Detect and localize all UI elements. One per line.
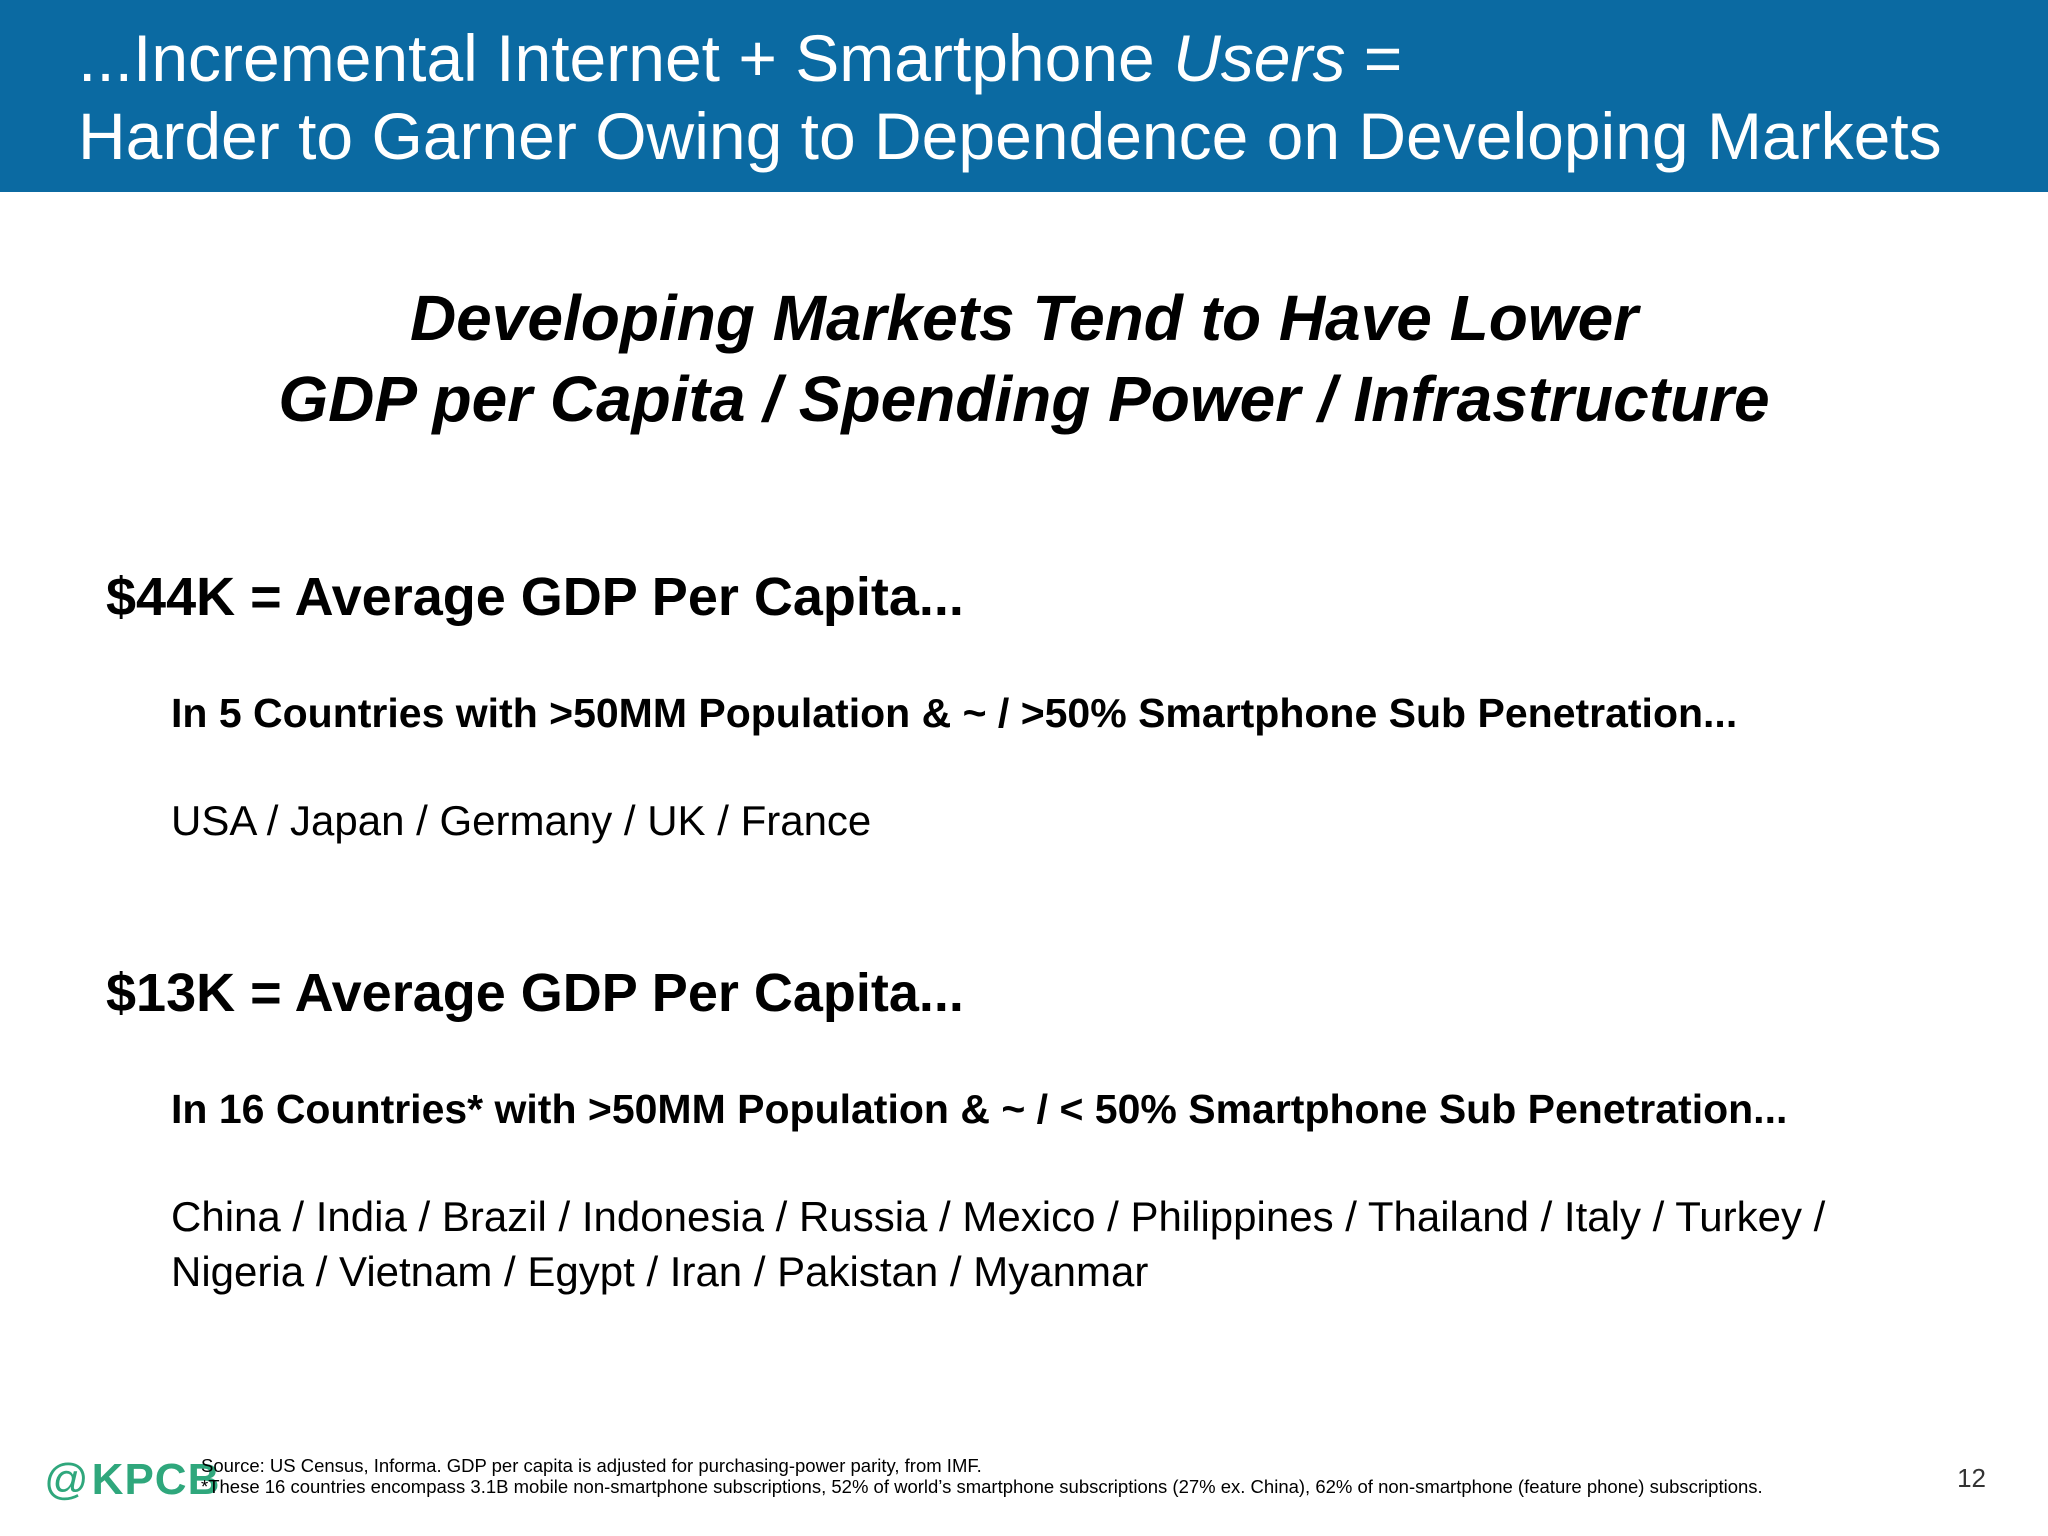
logo-text: KPCB — [91, 1455, 221, 1504]
section-2-country-list-line-1: China / India / Brazil / Indonesia / Rus… — [171, 1193, 1826, 1240]
slide-title-line-1: ...Incremental Internet + Smartphone Use… — [78, 20, 1402, 96]
slide-title-prefix: ...Incremental Internet + Smartphone — [78, 21, 1174, 95]
subtitle-line-2: GDP per Capita / Spending Power / Infras… — [278, 363, 1770, 435]
section-2-heading: $13K = Average GDP Per Capita... — [106, 963, 964, 1023]
page-number: 12 — [1957, 1463, 1986, 1493]
slide-title-suffix: = — [1345, 21, 1403, 95]
title-banner: ...Incremental Internet + Smartphone Use… — [0, 0, 2048, 192]
subtitle-line-1: Developing Markets Tend to Have Lower — [409, 282, 1639, 354]
section-2-subheading: In 16 Countries* with >50MM Population &… — [171, 1086, 1788, 1132]
footnote: *These 16 countries encompass 3.1B mobil… — [201, 1476, 1763, 1497]
logo-at-symbol: @ — [44, 1455, 90, 1504]
source-note: Source: US Census, Informa. GDP per capi… — [201, 1455, 982, 1476]
section-1-subheading: In 5 Countries with >50MM Population & ~… — [171, 690, 1738, 736]
slide-title-line-2: Harder to Garner Owing to Dependence on … — [78, 99, 1942, 173]
section-1-heading: $44K = Average GDP Per Capita... — [106, 567, 964, 627]
kpcb-logo: @KPCB — [44, 1453, 220, 1507]
section-2-country-list-line-2: Nigeria / Vietnam / Egypt / Iran / Pakis… — [171, 1248, 1149, 1295]
section-1-country-list: USA / Japan / Germany / UK / France — [171, 797, 872, 844]
slide-title-emphasis: Users — [1173, 21, 1346, 95]
